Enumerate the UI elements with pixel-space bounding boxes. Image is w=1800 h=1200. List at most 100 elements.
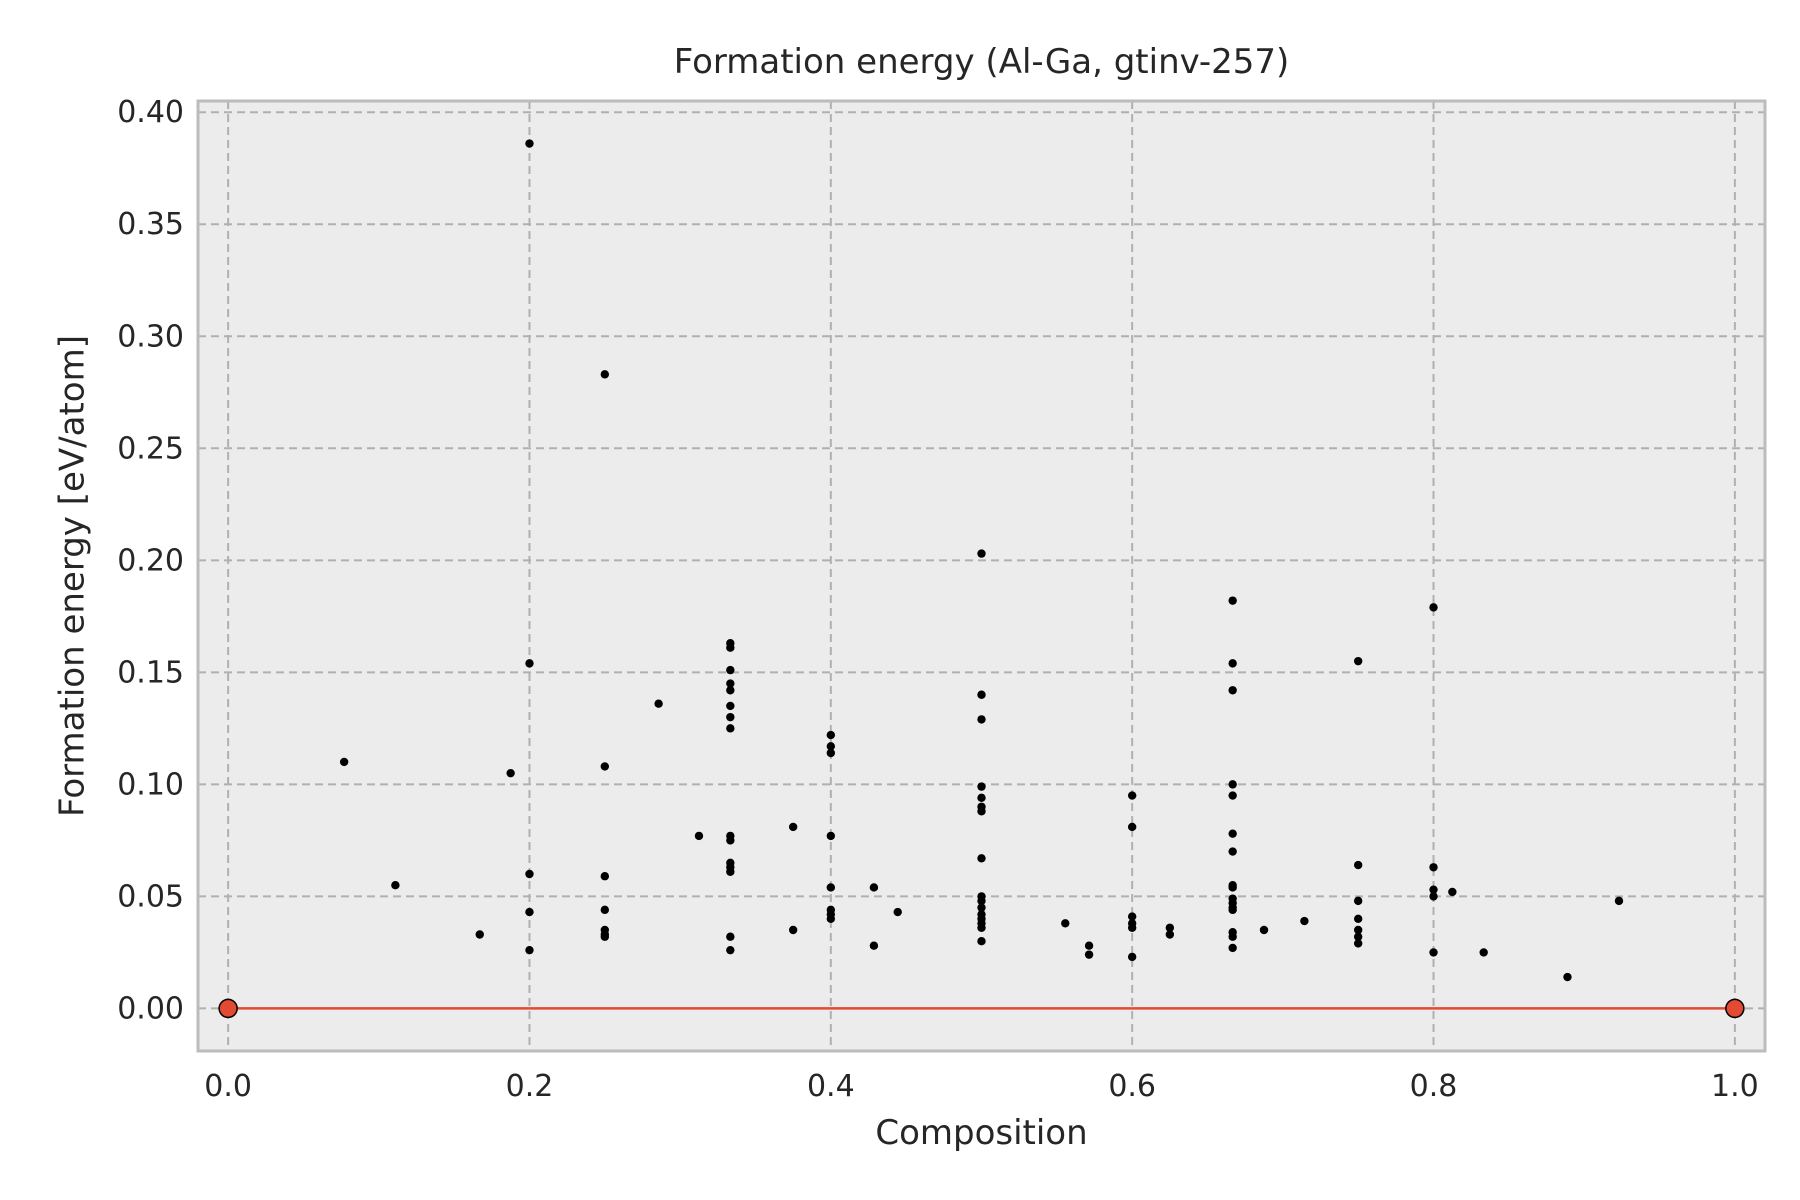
chart-title: Formation energy (Al-Ga, gtinv-257)	[674, 42, 1290, 82]
data-point	[339, 757, 349, 767]
data-point	[977, 807, 986, 816]
x-tick-label: 0.8	[1410, 1069, 1458, 1104]
data-point	[1429, 885, 1438, 894]
data-point	[1429, 892, 1438, 901]
y-tick-label: 0.40	[117, 95, 184, 130]
data-point	[1300, 916, 1309, 926]
data-point	[893, 907, 902, 917]
data-point	[726, 686, 735, 695]
data-point	[1429, 863, 1438, 872]
data-point	[1429, 948, 1438, 957]
data-point	[1228, 780, 1237, 789]
data-point	[1228, 659, 1237, 668]
data-point	[1228, 791, 1237, 800]
data-point	[977, 923, 986, 932]
data-point	[826, 742, 836, 751]
data-point	[654, 699, 663, 708]
data-point	[726, 679, 735, 688]
data-point	[525, 907, 534, 917]
y-tick-label: 0.10	[117, 767, 184, 802]
data-point	[977, 549, 986, 558]
data-point	[977, 715, 986, 724]
data-point	[600, 370, 610, 379]
data-point	[600, 762, 610, 771]
data-point	[1084, 950, 1094, 959]
x-tick-label: 0.2	[506, 1069, 554, 1104]
data-point	[1614, 896, 1624, 906]
data-point	[1228, 686, 1237, 695]
data-point	[726, 836, 735, 845]
data-point	[977, 782, 986, 791]
data-point	[525, 659, 534, 668]
y-tick-label: 0.35	[117, 207, 184, 242]
data-point	[1127, 923, 1137, 932]
y-tick-label: 0.05	[117, 879, 184, 914]
data-point	[1228, 905, 1237, 915]
data-point	[525, 139, 534, 148]
data-point	[1228, 883, 1237, 892]
data-point	[1127, 791, 1137, 800]
data-point	[826, 914, 836, 924]
ticks: 0.0 0.2 0.4 0.6 0.8 1.0 0.00 0.05 0.10 0.15 0.20 0.…	[117, 95, 1759, 1104]
data-point	[1429, 603, 1438, 612]
data-point	[726, 701, 735, 711]
data-point	[1228, 943, 1237, 953]
data-point	[1228, 829, 1237, 838]
data-point	[1061, 919, 1070, 928]
data-point	[977, 937, 986, 946]
data-point	[391, 880, 400, 890]
data-point	[1228, 847, 1237, 856]
y-axis-title: Formation energy [eV/atom]	[53, 335, 93, 817]
grid	[198, 101, 1765, 1051]
data-point	[1228, 596, 1237, 605]
x-tick-label: 0.0	[204, 1069, 252, 1104]
data-point	[1353, 860, 1363, 870]
data-point	[1228, 932, 1237, 941]
data-point	[869, 883, 879, 892]
data-point	[1259, 925, 1269, 935]
data-point	[525, 945, 534, 955]
data-point	[977, 793, 986, 803]
data-point	[600, 905, 610, 915]
data-point	[1353, 656, 1363, 666]
plot-frame	[196, 99, 1767, 1053]
data-point	[1165, 923, 1175, 932]
y-tick-label: 0.30	[117, 319, 184, 354]
data-point	[726, 724, 735, 733]
data-point	[525, 869, 534, 879]
y-tick-label: 0.20	[117, 543, 184, 578]
y-tick-label: 0.25	[117, 431, 184, 466]
data-point	[1127, 952, 1137, 962]
data-point	[977, 903, 986, 912]
x-tick-label: 1.0	[1711, 1069, 1759, 1104]
data-point	[869, 941, 879, 950]
data-point	[826, 831, 836, 841]
x-tick-label: 0.6	[1108, 1069, 1156, 1104]
data-point	[788, 925, 798, 935]
data-point	[977, 690, 986, 699]
data-point	[1127, 822, 1137, 832]
data-point	[726, 712, 735, 722]
data-point	[977, 896, 986, 906]
data-point	[826, 730, 836, 740]
data-point	[826, 748, 836, 758]
data-point	[1127, 912, 1137, 921]
data-point	[977, 854, 986, 863]
data-point	[1353, 925, 1363, 935]
data-point	[1353, 896, 1363, 906]
data-point	[475, 930, 484, 939]
y-tick-label: 0.00	[117, 991, 184, 1026]
hull-point	[1725, 998, 1745, 1019]
data-point	[1563, 972, 1572, 982]
data-layer	[218, 139, 1745, 1019]
data-point	[826, 883, 836, 892]
data-point	[726, 643, 735, 652]
data-point	[1165, 930, 1175, 939]
data-point	[726, 945, 735, 955]
data-point	[726, 867, 735, 876]
data-point	[600, 932, 610, 941]
data-point	[600, 872, 610, 881]
x-axis-title: Composition	[875, 1113, 1087, 1153]
data-point	[726, 932, 735, 941]
